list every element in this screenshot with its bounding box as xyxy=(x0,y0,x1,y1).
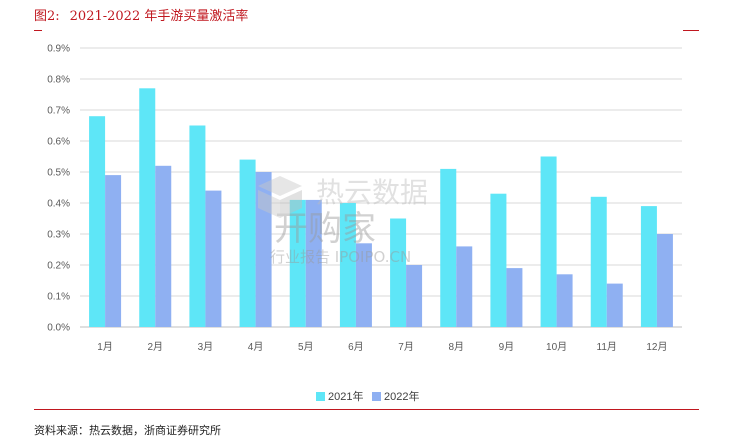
figure-title-text: 2021-2022 年手游买量激活率 xyxy=(69,9,249,24)
y-tick-label: 0.1% xyxy=(47,292,70,303)
y-tick-label: 0.6% xyxy=(47,137,70,148)
legend-swatch-2022 xyxy=(372,392,381,401)
bar-2021 xyxy=(390,218,407,327)
bar-2022 xyxy=(406,265,423,327)
x-tick-label: 10月 xyxy=(546,341,567,353)
bar-2021 xyxy=(339,203,356,327)
y-tick-label: 0.4% xyxy=(47,199,70,210)
x-tick-label: 3月 xyxy=(198,341,214,353)
bar-2022 xyxy=(255,172,272,327)
x-tick-label: 9月 xyxy=(499,341,515,353)
x-tick-label: 4月 xyxy=(248,341,264,353)
bar-2021 xyxy=(490,193,507,327)
bar-2022 xyxy=(506,268,523,327)
source-note: 资料来源：热云数据，浙商证券研究所 xyxy=(34,424,221,437)
top-left-rule xyxy=(34,30,42,31)
legend-label: 2021年 xyxy=(328,389,363,403)
bar-2022 xyxy=(556,274,573,327)
bar-2021 xyxy=(289,199,306,327)
bar-2021 xyxy=(139,88,156,327)
x-tick-label: 8月 xyxy=(448,341,464,353)
figure-title: 图2: 2021-2022 年手游买量激活率 xyxy=(34,5,248,24)
x-tick-label: 11月 xyxy=(597,341,617,353)
x-tick-label: 1月 xyxy=(97,341,113,353)
bar-2022 xyxy=(305,199,322,327)
y-tick-label: 0.7% xyxy=(47,106,70,117)
x-tick-label: 5月 xyxy=(298,341,314,353)
y-tick-label: 0.2% xyxy=(47,261,70,272)
bar-2022 xyxy=(456,246,473,327)
bar-2021 xyxy=(640,206,657,327)
bar-2021 xyxy=(89,116,106,327)
bar-2021 xyxy=(239,159,256,327)
figure-number: 图2: xyxy=(34,9,60,24)
bar-2021 xyxy=(540,156,557,327)
legend-swatch-2021 xyxy=(316,392,325,401)
top-right-rule xyxy=(683,30,699,31)
bar-2022 xyxy=(155,165,172,327)
x-tick-label: 7月 xyxy=(398,341,414,353)
y-tick-label: 0.9% xyxy=(47,44,70,55)
bar-2021 xyxy=(189,125,206,327)
legend-label: 2022年 xyxy=(384,389,419,403)
x-tick-label: 2月 xyxy=(147,341,163,353)
y-tick-label: 0.8% xyxy=(47,75,70,86)
bar-2022 xyxy=(606,283,623,327)
bar-2021 xyxy=(440,168,457,327)
y-tick-label: 0.5% xyxy=(47,168,70,179)
bottom-rule xyxy=(34,409,699,410)
x-tick-label: 12月 xyxy=(646,341,667,353)
bar-2022 xyxy=(355,243,372,327)
y-tick-label: 0.3% xyxy=(47,230,70,241)
bar-2022 xyxy=(656,234,673,327)
y-tick-label: 0.0% xyxy=(47,323,70,334)
bar-2022 xyxy=(205,190,222,327)
x-tick-label: 6月 xyxy=(348,341,364,353)
bar-2022 xyxy=(105,175,122,327)
bar-2021 xyxy=(590,196,607,327)
